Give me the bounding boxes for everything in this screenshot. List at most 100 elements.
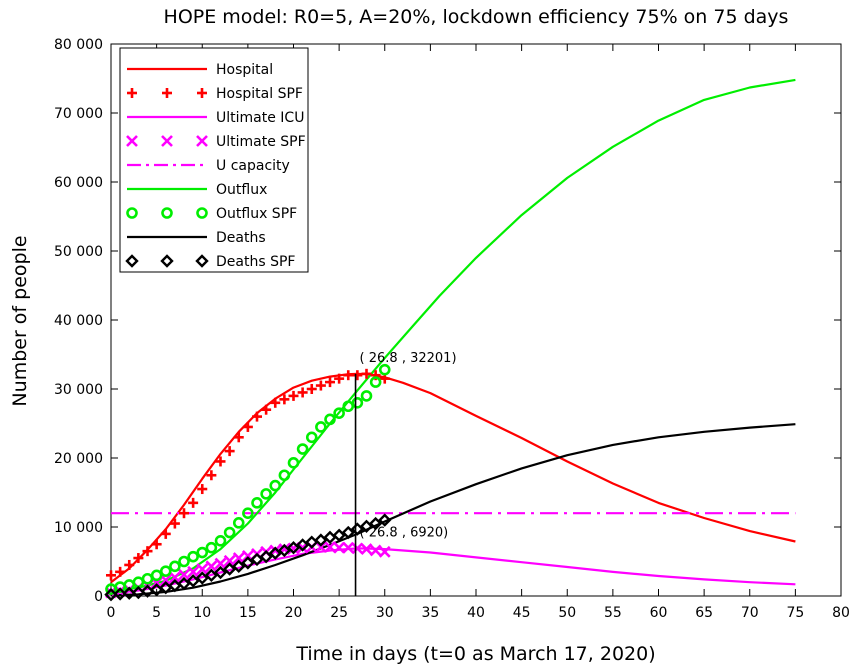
diamond-marker [195,254,209,268]
legend-marker-swatch [125,254,139,268]
hospital-spf-point [325,377,335,388]
hospital-spf-point [215,456,226,467]
outflux-spf-point [150,569,163,582]
hospital-spf-point [142,546,153,557]
x-tick-label: 60 [650,605,668,621]
legend-label: Deaths SPF [216,254,295,270]
hospital-spf-point [288,390,299,401]
x-marker-b [214,557,227,570]
circle-marker [305,431,318,444]
deaths-spf-point [250,552,264,567]
hospital-spf-point [224,446,235,457]
x-marker-b [168,571,181,584]
x-tick-label: 70 [741,605,759,621]
circle-marker [242,507,254,520]
hospital-spf-point [133,553,144,564]
legend-item-deaths-spf: Deaths SPF [125,254,295,270]
hospital-spf-point [206,470,217,481]
legend-label: Ultimate SPF [216,134,306,150]
x-tick-label: 10 [193,605,211,621]
annotation-label: ( 26.8 , 32201) [360,351,457,366]
circle-marker [278,469,291,482]
x-marker-b [314,541,327,553]
outflux-line [110,78,796,593]
x-marker-b [161,135,173,147]
outflux-spf-point [305,431,318,444]
deaths-spf-point [332,528,346,542]
diamond-marker [125,254,139,268]
hospital-spf-point [179,508,189,519]
legend-marker-swatch [161,135,173,147]
legend-label: Outflux [216,182,267,198]
legend-item-ultimate-icu: Ultimate ICU [127,110,304,126]
x-tick-label: 5 [152,605,161,621]
legend-label: U capacity [216,158,290,174]
hospital-spf-point [242,421,253,432]
ultimate-spf-point [159,574,172,587]
diamond-marker [359,519,374,534]
diamond-marker [177,576,191,591]
legend-label: Deaths [216,230,266,246]
deaths-spf-point [268,546,282,560]
hospital-spf-point [343,370,354,381]
legend-item-ultimate-spf: Ultimate SPF [126,134,306,150]
x-tick-label: 25 [330,605,348,621]
diamond-marker [160,254,174,268]
ultimate-spf-point [232,552,245,564]
legend-box [119,47,309,273]
y-tick-label: 60 000 [54,175,103,191]
hospital-spf-point [160,528,171,539]
hospital-spf-point [197,484,208,495]
outflux-spf-point [132,576,145,589]
ultimate-spf-point [187,565,200,578]
legend-marker-swatch [161,207,173,219]
x-tick-label: 55 [604,605,622,621]
circle-marker [287,457,300,469]
legend-marker-swatch [195,254,209,268]
x-marker-b [159,574,172,587]
circle-marker [205,541,218,554]
diamond-marker [259,549,273,564]
axis-ticks: 0 5 10 15 20 25 30 35 40 45 50 55 60 65 70 75 80 0 10 000 2… [54,37,850,621]
annotation-label: ( 26.8 , 6920) [360,525,449,540]
chart-title: HOPE model: R0=5, A=20%, lockdown effici… [164,6,789,28]
hospital-spf-point [233,432,244,443]
x-marker-b [232,552,245,564]
outflux-spf-point [296,443,309,455]
circle-marker [378,363,391,376]
circle-marker [141,572,154,585]
hospital-spf-point [115,566,126,577]
legend-marker-swatch [196,135,208,147]
annotations: ( 26.8 , 32201) ( 26.8 , 6920) [354,351,457,596]
diamond-marker [232,559,246,574]
deaths-spf-point [314,533,328,547]
circle-marker [132,576,145,589]
outflux-spf-point [260,488,272,500]
deaths-spf-markers [104,513,392,602]
diamond-marker [204,568,219,582]
hospital-spf-point [279,394,290,405]
circle-marker [169,560,181,573]
diamond-marker [268,546,282,560]
circle-marker [196,546,209,559]
y-tick-label: 40 000 [54,313,103,329]
legend-marker-swatch [196,207,208,219]
diamond-marker [113,587,127,601]
legend: Hospital Hospital SPF Ultimate ICU Ultimate… [119,47,309,273]
diamond-marker [250,552,264,567]
y-axis-title: Number of people [9,235,31,406]
hospital-spf-point [106,570,116,581]
ultimate-spf-point [378,545,391,558]
circle-marker [150,569,163,582]
deaths-spf-point [259,549,273,564]
legend-item-hospital: Hospital [127,62,273,78]
legend-label: Ultimate ICU [216,110,304,126]
legend-marker-swatch [126,207,138,219]
outflux-spf-point [333,407,345,419]
circle-marker [223,526,236,539]
circle-marker [269,479,282,492]
outflux-spf-point [287,457,300,469]
circle-marker [296,443,309,455]
x-marker-b [196,135,208,147]
